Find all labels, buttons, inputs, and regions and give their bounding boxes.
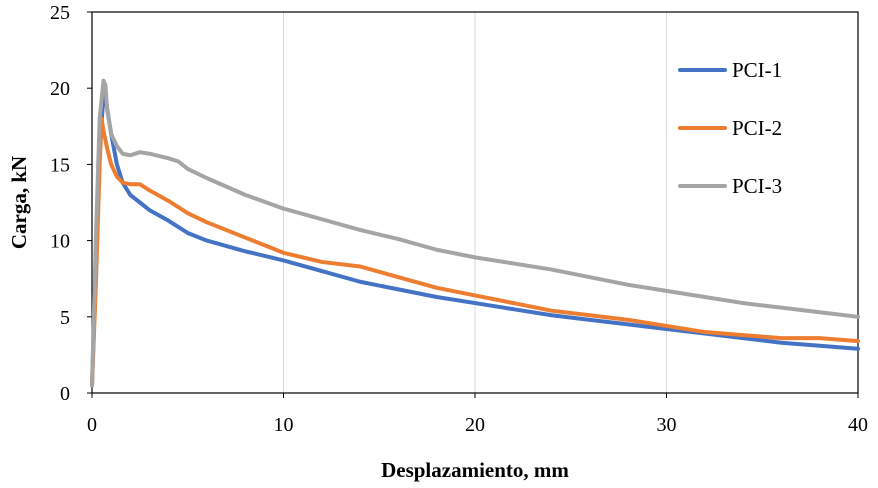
y-tick-label: 25 [50,2,70,24]
y-tick-label: 20 [50,78,70,100]
legend-label-pci-2: PCI-2 [732,116,782,140]
y-tick-label: 0 [60,383,70,405]
legend-label-pci-3: PCI-3 [732,174,782,198]
series-line-pci-2 [90,116,860,388]
y-tick-label: 15 [50,154,70,176]
legend-label-pci-1: PCI-1 [732,58,782,82]
y-axis-title: Carga, kN [7,156,31,249]
y-tick-label: 5 [60,307,70,329]
x-tick-label: 10 [274,414,294,436]
y-tick-label: 10 [50,231,70,253]
legend: PCI-1 PCI-2 PCI-3 [678,58,782,198]
x-tick-label: 40 [848,414,868,436]
x-axis-title: Desplazamiento, mm [381,458,569,482]
x-tick-label: 20 [465,414,485,436]
series-line-pci-3 [90,78,860,388]
series-group [90,78,860,388]
x-tick-label: 30 [657,414,677,436]
axis-ticks: 0 10 20 30 40 0 5 10 15 20 25 [50,2,868,436]
x-tick-label: 0 [87,414,97,436]
